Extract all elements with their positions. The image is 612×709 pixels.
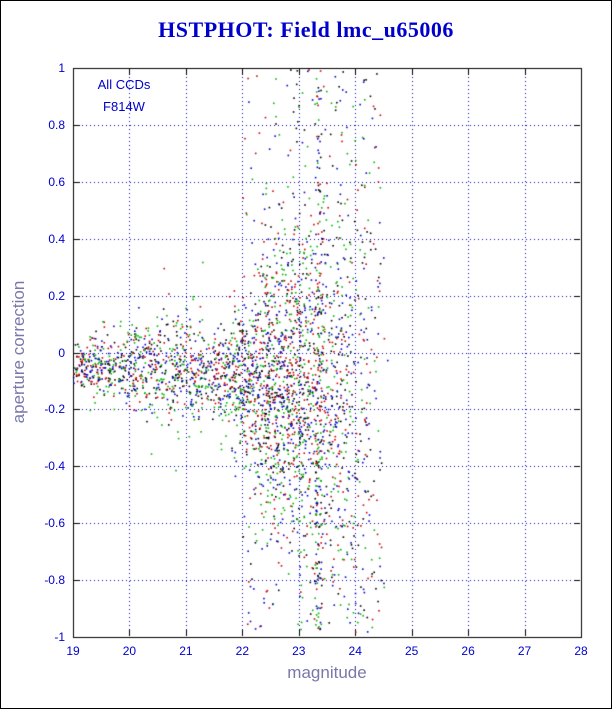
x-tick-label: 22 <box>235 644 250 658</box>
annotation-filter-f814w: F814W <box>103 99 145 114</box>
y-tick-label: 0.2 <box>48 288 65 303</box>
x-tick-label: 25 <box>404 644 419 658</box>
x-axis-label: magnitude <box>287 663 367 682</box>
y-tick-label: 0 <box>58 345 65 360</box>
x-tick-label: 19 <box>66 644 80 658</box>
x-tick-label: 24 <box>348 644 362 658</box>
y-tick-label: -1 <box>54 630 65 644</box>
y-axis-label: aperture correction <box>9 280 28 424</box>
x-tick-label: 20 <box>122 644 137 658</box>
x-tick-label: 27 <box>517 644 532 658</box>
x-tick-label: 23 <box>292 644 306 658</box>
annotation-all-ccds: All CCDs <box>97 77 151 92</box>
x-tick-label: 26 <box>461 644 475 658</box>
x-tick-label: 21 <box>179 644 193 658</box>
y-tick-label: -0.4 <box>44 459 65 474</box>
y-tick-label: -0.8 <box>44 573 65 588</box>
y-tick-label: 0.4 <box>48 231 65 246</box>
x-tick-label: 28 <box>574 644 588 658</box>
y-tick-label: 0.8 <box>48 117 65 132</box>
y-tick-label: -0.2 <box>44 402 65 417</box>
y-tick-label: 1 <box>58 61 65 75</box>
chart-title: HSTPHOT: Field lmc_u65006 <box>158 17 454 42</box>
y-tick-label: 0.6 <box>48 174 65 189</box>
y-tick-label: -0.6 <box>44 516 65 531</box>
